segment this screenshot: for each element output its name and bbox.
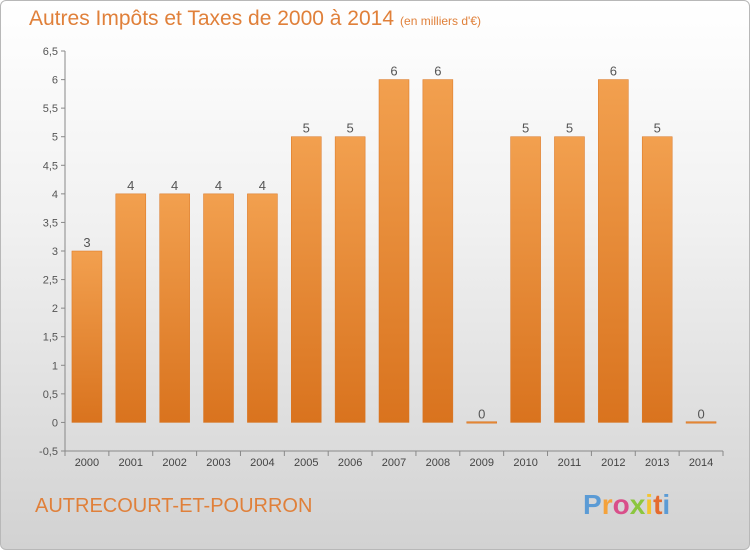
value-label: 5	[347, 121, 354, 136]
x-tick-label: 2014	[689, 457, 713, 469]
logo-letter: i	[662, 489, 671, 520]
x-tick-label: 2012	[601, 457, 625, 469]
y-tick-label: 0,5	[43, 389, 58, 401]
x-tick-label: 2005	[294, 457, 318, 469]
logo-letter: r	[601, 489, 613, 520]
bar	[641, 136, 673, 423]
bar	[598, 79, 629, 423]
bar	[466, 421, 497, 424]
value-label: 5	[654, 121, 661, 136]
y-tick-label: 5,5	[43, 103, 58, 115]
bar	[247, 193, 278, 423]
value-label: 3	[83, 235, 90, 250]
x-tick-label: 2003	[206, 457, 230, 469]
y-tick-label: 5	[52, 132, 58, 144]
logo-letter: x	[629, 489, 646, 520]
x-axis: 2000 2001 2002 2003 2004 2005 2006 2007 2008 2009…	[64, 450, 724, 469]
logo-letter: P	[583, 489, 602, 520]
chart-title-text: Autres Impôts et Taxes de 2000 à 2014	[29, 7, 395, 30]
y-tick-label: 3,5	[43, 217, 58, 229]
value-label: 5	[303, 121, 310, 136]
y-tick-label: 3	[52, 246, 58, 258]
bar	[554, 136, 585, 423]
x-tick-label: 2013	[645, 457, 669, 469]
x-tick-label: 2007	[382, 457, 406, 469]
bar	[115, 193, 147, 423]
x-tick-label: 2002	[162, 457, 186, 469]
x-tick-label: 2011	[558, 457, 582, 469]
bar	[71, 250, 103, 423]
chart-title: Autres Impôts et Taxes de 2000 à 2014 (en…	[29, 7, 481, 31]
x-tick-label: 2008	[426, 457, 450, 469]
logo-letter: o	[612, 489, 630, 520]
value-label: 4	[171, 178, 178, 193]
value-label: 0	[697, 406, 704, 421]
bar	[685, 421, 717, 424]
bar-series	[71, 79, 717, 424]
y-tick-label: 1,5	[43, 332, 58, 344]
y-tick-label: 6,5	[43, 46, 58, 58]
y-tick-label: 4,5	[43, 160, 58, 172]
x-tick-label: 2006	[338, 457, 362, 469]
bar	[203, 193, 234, 423]
value-label: 0	[478, 406, 485, 421]
x-tick-label: 2001	[119, 457, 143, 469]
bar	[291, 136, 322, 423]
value-label: 4	[259, 178, 266, 193]
x-tick-label: 2004	[250, 457, 274, 469]
x-tick-label: 2000	[75, 457, 99, 469]
bar	[422, 79, 454, 423]
x-tick-label: 2010	[513, 457, 537, 469]
commune-name: AUTRECOURT-ET-POURRON	[35, 495, 313, 517]
value-label: 4	[127, 178, 134, 193]
bar	[159, 193, 190, 423]
y-tick-label: -0,5	[39, 446, 58, 458]
logo-letter: i	[645, 489, 654, 520]
value-label: 6	[390, 64, 397, 79]
value-label: 6	[610, 64, 617, 79]
value-label: 5	[522, 121, 529, 136]
y-tick-label: 1	[52, 360, 58, 372]
y-tick-label: 2,5	[43, 275, 58, 287]
logo-letter: t	[653, 489, 663, 520]
proxiti-logo: Proxiti	[583, 489, 670, 521]
y-tick-label: 4	[52, 189, 58, 201]
x-tick-label: 2009	[469, 457, 493, 469]
value-label: 4	[215, 178, 222, 193]
value-label: 6	[434, 64, 441, 79]
value-label: 5	[566, 121, 573, 136]
bar	[378, 79, 410, 423]
bar	[510, 136, 541, 423]
y-tick-label: 6	[52, 75, 58, 87]
y-axis: -0,5 0 0,5 1 1,5 2 2,5 3 3,5 4 4,5 5 5,5 6 6,5	[39, 46, 66, 458]
chart-unit-label: (en milliers d'€)	[400, 14, 482, 28]
bar	[334, 136, 366, 423]
y-tick-label: 2	[52, 303, 58, 315]
y-tick-label: 0	[52, 417, 58, 429]
value-labels: 3 4 4 4 4 5 5 6 6 0 5 5 6 5 0	[83, 64, 704, 422]
